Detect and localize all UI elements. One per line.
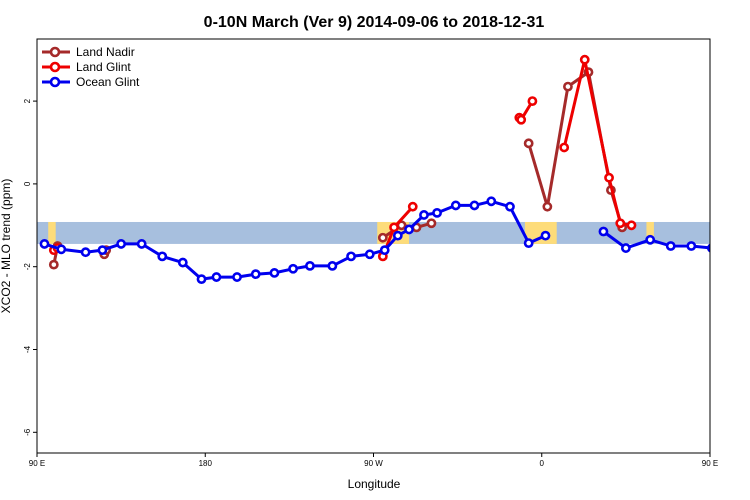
data-point-ocean-glint	[645, 234, 656, 245]
legend-swatch-marker	[49, 76, 61, 88]
data-point-land-glint	[516, 114, 527, 125]
data-point-ocean-glint	[523, 238, 534, 249]
data-point-ocean-glint	[305, 260, 315, 271]
data-point-land-glint	[579, 54, 590, 65]
x-tick-label: 0	[540, 459, 545, 468]
data-point-ocean-glint	[177, 257, 188, 268]
legend-swatch-marker	[49, 46, 61, 58]
data-point-ocean-glint	[404, 224, 414, 235]
legend-label: Land Nadir	[76, 45, 135, 59]
data-point-ocean-glint	[116, 239, 127, 249]
data-point-ocean-glint	[540, 230, 551, 241]
y-axis-label: XCO2 - MLO trend (ppm)	[0, 179, 13, 314]
data-point-ocean-glint	[505, 201, 515, 212]
data-point-ocean-glint	[620, 243, 631, 253]
data-point-ocean-glint	[80, 247, 91, 258]
data-point-ocean-glint	[56, 244, 67, 255]
reference-band	[37, 221, 710, 244]
y-tick-label: 2	[23, 98, 32, 103]
data-point-ocean-glint	[39, 239, 50, 249]
reference-band-land	[646, 221, 654, 244]
data-point-land-glint	[626, 220, 637, 231]
data-point-ocean-glint	[269, 268, 280, 278]
series-line-land-glint	[562, 58, 633, 227]
legend-swatch-marker	[49, 61, 61, 73]
y-tick-label: 0	[23, 181, 32, 186]
legend-label: Ocean Glint	[76, 75, 140, 89]
data-point-ocean-glint	[665, 241, 676, 251]
data-point-land-glint	[559, 142, 570, 153]
reference-band-land	[48, 221, 56, 244]
x-tick-label: 90 E	[702, 459, 718, 468]
y-tick-label: -4	[23, 345, 32, 353]
data-point-ocean-glint	[744, 240, 750, 247]
data-point-ocean-glint	[469, 200, 480, 211]
data-point-land-nadir	[542, 201, 553, 212]
series-land-nadir	[48, 67, 628, 270]
data-point-ocean-glint	[598, 226, 609, 237]
data-point-land-nadir	[563, 81, 573, 92]
data-point-ocean-glint	[379, 245, 390, 256]
data-point-ocean-glint	[419, 210, 429, 220]
data-point-ocean-glint	[364, 249, 375, 260]
data-point-ocean-glint	[232, 272, 242, 282]
y-tick-label: -2	[23, 263, 32, 271]
data-point-ocean-glint	[346, 251, 356, 262]
legend-entry-land-glint: Land Glint	[42, 60, 131, 74]
x-tick-label: 180	[199, 459, 213, 468]
data-point-ocean-glint	[706, 243, 710, 253]
data-point-land-glint	[407, 201, 418, 212]
x-tick-label: 90 W	[364, 459, 383, 468]
data-point-ocean-glint	[288, 263, 299, 274]
data-point-land-nadir	[48, 259, 59, 270]
data-point-ocean-glint	[432, 207, 442, 218]
x-axis-label: Longitude	[348, 477, 401, 491]
data-point-land-nadir	[523, 138, 534, 149]
data-point-ocean-glint	[97, 245, 108, 256]
series-ocean-glint	[39, 196, 750, 285]
data-point-ocean-glint	[725, 244, 732, 251]
data-point-land-glint	[604, 172, 614, 183]
data-point-ocean-glint	[136, 239, 147, 249]
data-point-land-glint	[615, 218, 626, 229]
series-layer	[39, 54, 750, 285]
data-point-ocean-glint	[686, 241, 697, 251]
chart-title: 0-10N March (Ver 9) 2014-09-06 to 2018-1…	[204, 14, 545, 31]
legend-entry-ocean-glint: Ocean Glint	[42, 75, 140, 89]
data-point-ocean-glint	[450, 200, 461, 211]
data-point-ocean-glint	[211, 272, 222, 282]
data-point-land-glint	[527, 96, 538, 106]
data-point-ocean-glint	[157, 251, 168, 262]
y-tick-label: -6	[23, 428, 32, 436]
data-point-ocean-glint	[327, 260, 338, 271]
data-point-ocean-glint	[250, 269, 261, 280]
x-tick-label: 90 E	[29, 459, 45, 468]
data-point-land-nadir	[426, 218, 437, 229]
data-point-ocean-glint	[486, 196, 497, 207]
legend-entry-land-nadir: Land Nadir	[42, 45, 135, 59]
reference-band-ocean	[37, 221, 710, 244]
data-point-ocean-glint	[196, 274, 207, 285]
data-point-land-glint	[389, 222, 399, 233]
legend-label: Land Glint	[76, 60, 131, 74]
data-point-ocean-glint	[392, 230, 403, 241]
data-point-land-nadir	[377, 232, 388, 243]
plot-frame	[36, 38, 711, 454]
